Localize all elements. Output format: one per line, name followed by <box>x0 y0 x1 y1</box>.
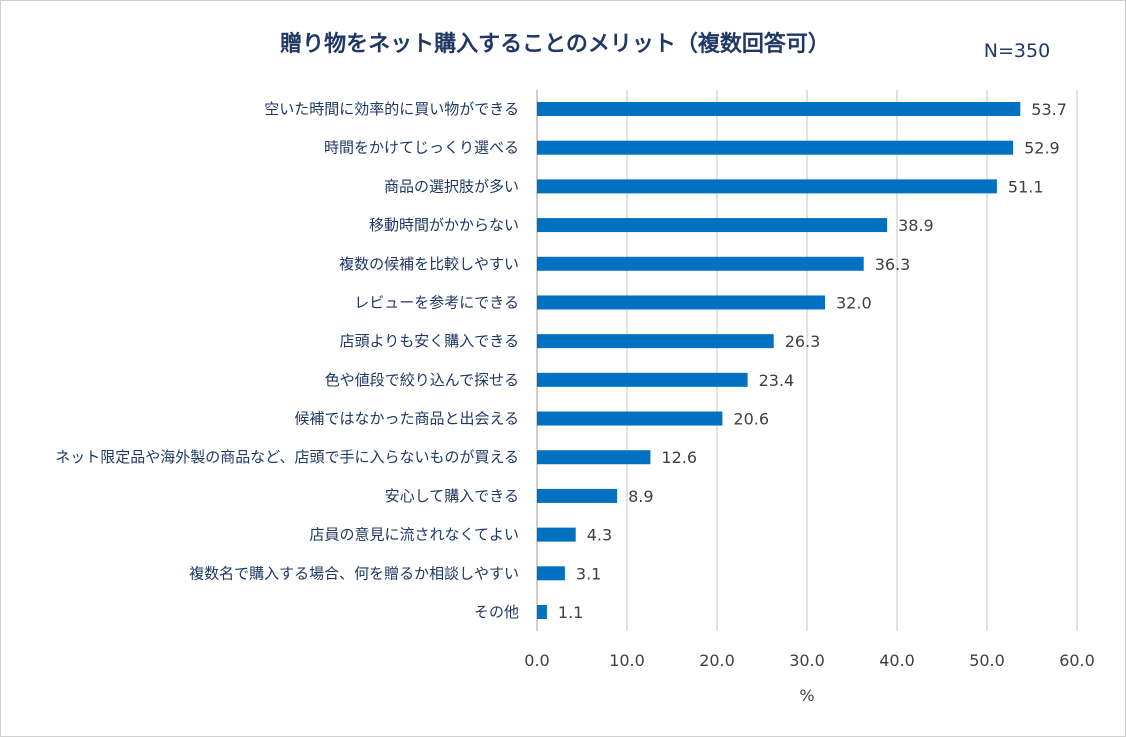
category-label: レビューを参考にできる <box>354 293 519 311</box>
bar <box>537 488 618 503</box>
bar <box>537 218 888 233</box>
bar <box>537 605 547 619</box>
category-label: 複数名で購入する場合、何を贈るか相談しやすい <box>189 564 519 582</box>
x-tick-label: 40.0 <box>879 651 915 670</box>
category-label: その他 <box>474 603 519 621</box>
x-tick-label: 0.0 <box>524 651 549 670</box>
bar <box>537 372 748 387</box>
data-label: 12.6 <box>661 448 697 467</box>
category-label: 色や値段で絞り込んで探せる <box>325 371 519 389</box>
data-label: 36.3 <box>875 255 911 274</box>
category-label: 空いた時間に効率的に買い物ができる <box>264 100 519 118</box>
data-label: 26.3 <box>785 332 821 351</box>
category-label: 候補ではなかった商品と出会える <box>294 410 519 428</box>
bar <box>537 334 774 349</box>
chart-title: 贈り物をネット購入することのメリット（複数回答可） <box>280 31 830 57</box>
bar <box>537 295 825 310</box>
sample-size-annotation: N=350 <box>984 40 1050 62</box>
data-label: 23.4 <box>759 371 795 390</box>
bar <box>537 140 1014 155</box>
bar <box>537 179 997 194</box>
x-tick-label: 10.0 <box>609 651 645 670</box>
data-label: 3.1 <box>576 564 601 583</box>
data-label: 4.3 <box>587 526 612 545</box>
x-axis-label: % <box>799 686 814 705</box>
data-label: 32.0 <box>836 293 872 312</box>
x-tick-label: 50.0 <box>969 651 1005 670</box>
category-label: 時間をかけてじっくり選べる <box>324 139 519 157</box>
x-tick-label: 30.0 <box>789 651 825 670</box>
data-label: 20.6 <box>733 410 769 429</box>
category-label: 店員の意見に流されなくてよい <box>309 526 519 544</box>
data-label: 1.1 <box>558 603 583 622</box>
category-label: 移動時間がかからない <box>369 216 519 234</box>
data-label: 52.9 <box>1024 139 1060 158</box>
bar <box>537 256 864 271</box>
category-label: 店頭よりも安く購入できる <box>340 332 519 350</box>
category-label: 複数の候補を比較しやすい <box>339 255 519 273</box>
bar <box>537 566 565 581</box>
category-label: 安心して購入できる <box>385 487 519 505</box>
bar <box>537 102 1021 116</box>
category-label: 商品の選択肢が多い <box>384 177 519 195</box>
data-label: 8.9 <box>628 487 653 506</box>
bar <box>537 527 576 542</box>
x-tick-label: 20.0 <box>699 651 735 670</box>
data-label: 53.7 <box>1031 100 1067 119</box>
bar <box>537 411 723 426</box>
bar <box>537 450 651 465</box>
data-label: 51.1 <box>1008 177 1044 196</box>
category-label: ネット限定品や海外製の商品など、店頭で手に入らないものが買える <box>55 448 519 466</box>
x-tick-label: 60.0 <box>1059 651 1095 670</box>
data-label: 38.9 <box>898 216 934 235</box>
